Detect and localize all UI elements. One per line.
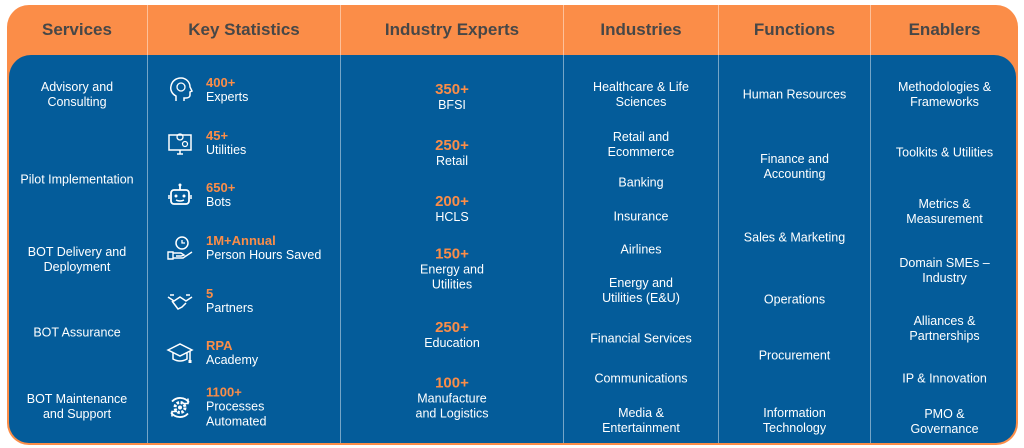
stat-item: 1M+Annual Person Hours Saved — [166, 233, 340, 263]
column-industry-experts: Industry Experts 350+ BFSI 250+ Retail 200+ HC… — [340, 5, 563, 443]
stat-value: 45+ — [206, 128, 229, 143]
column-header: Functions — [753, 20, 836, 39]
stat-label: Utilities — [206, 143, 247, 157]
expert-count: 150+ — [435, 245, 469, 263]
services-item: BOT Assurance — [33, 325, 121, 340]
column-enablers: Enablers Methodologies & Frameworks Toolki… — [870, 5, 1018, 443]
stat-item: 45+ Utilities — [166, 128, 340, 158]
expert-count: 350+ — [435, 81, 469, 98]
gear-cycle-icon — [170, 396, 190, 418]
functions-item: Information Technology — [762, 406, 827, 435]
expert-count-item: 350+ BFSI — [341, 81, 563, 113]
stat-label: Experts — [206, 90, 249, 104]
stat-label: Processes Automated — [206, 399, 267, 429]
stat-label: Academy — [206, 353, 259, 367]
column-header: Services — [42, 20, 112, 39]
services-item: Pilot Implementation — [20, 172, 134, 187]
enablers-item: IP & Innovation — [902, 371, 987, 386]
column-functions: Functions Human Resources Finance and Acco… — [718, 5, 870, 443]
stat-label: Partners — [206, 301, 254, 315]
stat-item: 1100+ Processes Automated — [166, 385, 340, 430]
industries-item: Airlines — [620, 242, 662, 257]
industries-item: Energy and Utilities (E&U) — [602, 276, 680, 305]
expert-sector: Energy and Utilities — [420, 262, 484, 292]
enablers-item: Metrics & Measurement — [906, 197, 983, 226]
enablers-item: PMO & Governance — [910, 407, 979, 436]
handshake-icon — [167, 294, 193, 310]
column-header: Enablers — [908, 20, 981, 39]
expert-sector: Education — [424, 336, 480, 350]
enablers-item: Methodologies & Frameworks — [897, 80, 992, 109]
industries-item: Media & Entertainment — [602, 406, 680, 435]
expert-sector: BFSI — [438, 98, 466, 112]
stat-value: 400+ — [206, 75, 236, 90]
stat-label: Person Hours Saved — [206, 248, 322, 262]
column-key-statistics: Key Statistics 400+ Experts 45+ Utilities 650… — [147, 5, 340, 443]
expert-count: 200+ — [435, 193, 469, 210]
column-header: Industry Experts — [384, 20, 520, 39]
industries-item: Banking — [618, 175, 664, 190]
industries-item: Communications — [594, 371, 688, 386]
hand-clock-icon — [167, 236, 193, 260]
stat-value: 5 — [206, 286, 214, 301]
functions-item: Human Resources — [742, 87, 847, 102]
stat-item: 400+ Experts — [166, 75, 340, 105]
stat-value: 650+ — [206, 180, 236, 195]
functions-item: Sales & Marketing — [743, 230, 846, 245]
enablers-item: Alliances & Partnerships — [909, 314, 980, 343]
industries-item: Financial Services — [590, 331, 692, 346]
content-panel — [9, 55, 1016, 443]
enablers-item: Domain SMEs – Industry — [899, 256, 990, 285]
industries-item: Healthcare & Life Sciences — [593, 80, 689, 109]
industries-item: Retail and Ecommerce — [607, 130, 675, 159]
functions-item: Procurement — [758, 348, 831, 363]
stat-value: 1M+Annual — [206, 233, 276, 248]
expert-count-item: 150+ Energy and Utilities — [341, 246, 563, 293]
column-header: Key Statistics — [188, 20, 300, 39]
expert-sector: HCLS — [435, 210, 469, 224]
expert-count-item: 200+ HCLS — [341, 193, 563, 225]
stat-value: 1100+ — [206, 384, 242, 400]
functions-item: Operations — [763, 292, 826, 307]
capabilities-infographic: Services Advisory and Consulting Pilot Imp… — [7, 5, 1018, 445]
expert-sector: Manufacture and Logistics — [415, 391, 489, 421]
monitor-utilities-icon — [168, 133, 192, 155]
column-services: Services Advisory and Consulting Pilot Imp… — [7, 5, 147, 443]
expert-sector: Retail — [436, 154, 468, 168]
expert-count: 100+ — [435, 374, 469, 392]
stat-item: RPA Academy — [166, 338, 340, 368]
graduation-cap-icon — [166, 343, 194, 363]
services-item: BOT Maintenance and Support — [26, 392, 128, 421]
column-header: Industries — [600, 20, 682, 39]
services-item: BOT Delivery and Deployment — [27, 245, 127, 274]
robot-icon — [168, 183, 192, 205]
stat-item: 5 Partners — [166, 286, 340, 316]
services-item: Advisory and Consulting — [40, 80, 114, 109]
stat-value: RPA — [206, 338, 233, 353]
stat-label: Bots — [206, 195, 232, 209]
expert-count: 250+ — [435, 319, 469, 336]
expert-head-icon — [170, 77, 194, 101]
stat-item: 650+ Bots — [166, 180, 340, 210]
enablers-item: Toolkits & Utilities — [895, 145, 994, 160]
column-industries: Industries Healthcare & Life Sciences Reta… — [563, 5, 718, 443]
functions-item: Finance and Accounting — [760, 152, 829, 181]
industries-item: Insurance — [613, 209, 669, 224]
expert-count-item: 250+ Education — [341, 319, 563, 351]
expert-count-item: 100+ Manufacture and Logistics — [341, 375, 563, 422]
expert-count: 250+ — [435, 137, 469, 154]
expert-count-item: 250+ Retail — [341, 137, 563, 169]
